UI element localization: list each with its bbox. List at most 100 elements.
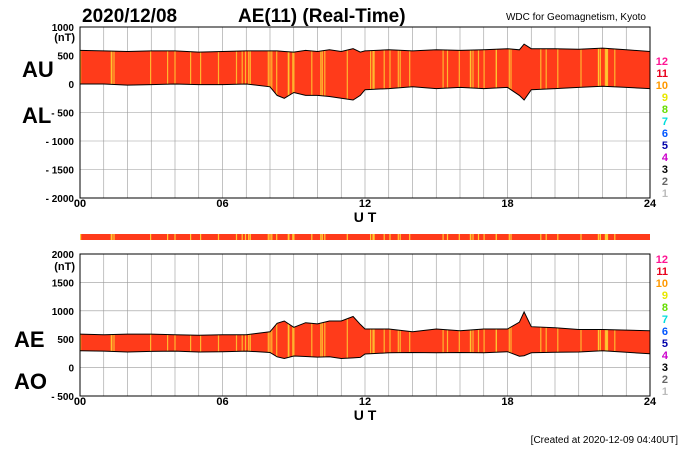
band-stripe [113, 44, 115, 100]
band-stripe [495, 311, 497, 359]
strip-stripe [217, 234, 220, 240]
strip-stripe [557, 234, 559, 240]
band-stripe [244, 44, 247, 100]
strip-stripe [372, 234, 374, 240]
date-title: 2020/12/08 [82, 6, 177, 27]
station-strip [80, 234, 650, 240]
x-tick-label: 06 [216, 198, 228, 210]
band-stripe [320, 311, 322, 359]
band-stripe [477, 44, 480, 100]
strip-stripe [287, 234, 289, 240]
legend-station-number: 1 [662, 188, 668, 200]
y-tick-label: - 500 [51, 392, 74, 403]
strip-stripe [293, 234, 295, 240]
band-stripe [614, 311, 616, 359]
y-tick-label: 0 [68, 364, 74, 375]
strip-stripe [113, 234, 115, 240]
band-stripe [321, 311, 323, 359]
band-stripe [321, 44, 323, 100]
band-stripe [580, 311, 582, 359]
band-stripe [269, 311, 271, 359]
legend-station-number: 11 [656, 68, 668, 80]
strip-stripe [111, 234, 113, 240]
band-stripe [217, 44, 220, 100]
band-stripe [111, 311, 113, 359]
strip-stripe [370, 234, 372, 240]
unit-label-top: (nT) [54, 32, 75, 44]
band-stripe [249, 311, 251, 359]
band-stripe [409, 311, 411, 359]
strip-stripe [311, 234, 313, 240]
band-stripe [190, 44, 192, 100]
band-stripe [244, 311, 247, 359]
band-stripe [248, 44, 250, 100]
band-stripe [271, 311, 273, 359]
strip-stripe [477, 234, 480, 240]
band-stripe [293, 44, 295, 100]
band-stripe [293, 311, 295, 359]
x-axis-label-top: U T [354, 209, 377, 225]
band-stripe [217, 311, 220, 359]
strip-stripe [409, 234, 411, 240]
band-stripe [458, 311, 460, 359]
band-stripe [80, 311, 82, 359]
strip-stripe [508, 234, 510, 240]
x-tick-label: 12 [359, 396, 371, 408]
strip-stripe [324, 234, 326, 240]
legend-station-number: 6 [662, 128, 668, 140]
band-stripe [508, 44, 510, 100]
band-stripe [442, 311, 444, 359]
band-stripe [446, 311, 449, 359]
y-tick-label: 500 [57, 335, 74, 346]
strip-stripe [599, 234, 601, 240]
series-line-al [80, 83, 651, 101]
x-tick-label: 06 [216, 396, 228, 408]
ae-label: AE [14, 327, 45, 352]
band-stripe [483, 311, 485, 359]
band-stripe [510, 44, 512, 100]
band-stripe [287, 44, 289, 100]
strip-stripe [190, 234, 192, 240]
band-stripe [604, 44, 606, 100]
strip-stripe [389, 234, 391, 240]
band-stripe [235, 311, 238, 359]
strip-stripe [483, 234, 485, 240]
series-line-ae [79, 310, 651, 336]
strip-stripe [495, 234, 497, 240]
legend-station-number: 12 [656, 254, 668, 266]
band-stripe [397, 44, 399, 100]
band-stripe [397, 311, 399, 359]
y-tick-label: 1500 [52, 278, 75, 289]
band-stripe [324, 311, 326, 359]
band-stripe [241, 311, 243, 359]
legend-station-number: 12 [656, 56, 668, 68]
y-tick-label: - 1000 [46, 137, 75, 148]
band-stripe [287, 311, 289, 359]
legend-station-number: 9 [662, 290, 668, 302]
band-stripes [80, 44, 616, 100]
strip-stripe [320, 234, 322, 240]
legend-station-number: 3 [662, 362, 668, 374]
legend-station-number: 2 [662, 374, 668, 386]
band-stripe [190, 311, 192, 359]
legend-station-number: 3 [662, 164, 668, 176]
legend-station-number: 11 [656, 266, 668, 278]
source-label: WDC for Geomagnetism, Kyoto [506, 12, 646, 23]
strip-stripe [598, 234, 600, 240]
x-tick-label: 24 [644, 198, 657, 210]
band-stripe [200, 44, 202, 100]
band-stripe [540, 311, 542, 359]
band-stripe [442, 44, 444, 100]
band-stripe [267, 44, 269, 100]
band-stripe [606, 311, 608, 359]
band-stripe [389, 311, 391, 359]
band-stripe [599, 44, 601, 100]
band-stripe [598, 311, 600, 359]
strip-stripe [235, 234, 238, 240]
band-stripe [248, 311, 250, 359]
range-band [80, 44, 650, 100]
band-stripe [495, 44, 497, 100]
strip-stripe [241, 234, 243, 240]
band-stripe [373, 44, 375, 100]
band-stripes [80, 311, 616, 359]
